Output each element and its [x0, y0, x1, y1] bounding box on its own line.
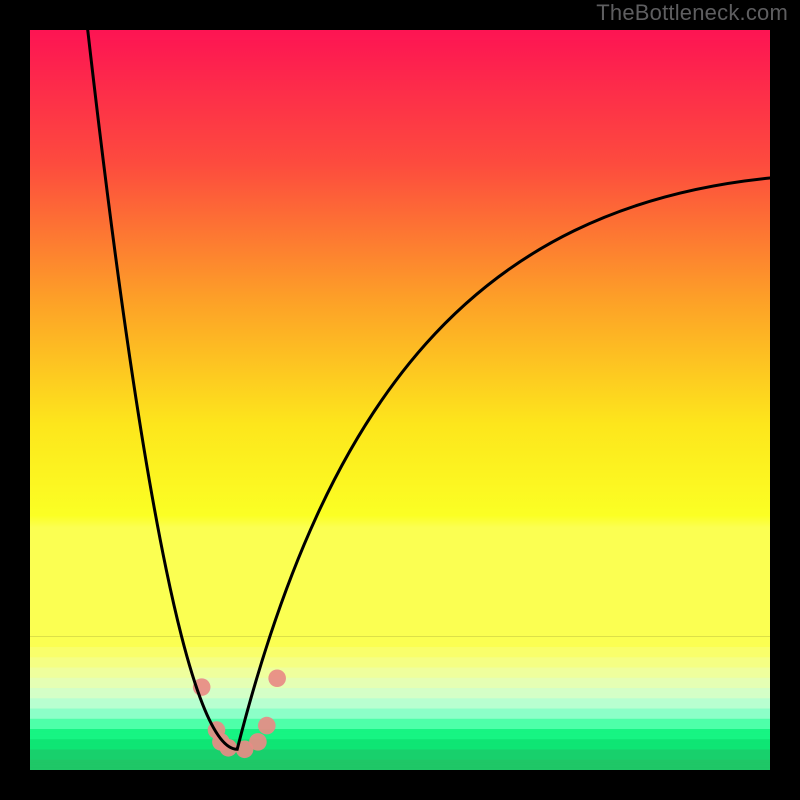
background-flat-bottom: [30, 637, 770, 770]
marker-dot: [249, 733, 267, 751]
watermark-text: TheBottleneck.com: [596, 0, 788, 26]
bg-band: [30, 767, 770, 770]
background-rect: [30, 30, 770, 637]
plot-svg: [30, 30, 770, 770]
image-frame: TheBottleneck.com: [0, 0, 800, 800]
marker-dot: [268, 669, 286, 687]
plot-area: [30, 30, 770, 770]
marker-dot: [258, 717, 276, 735]
